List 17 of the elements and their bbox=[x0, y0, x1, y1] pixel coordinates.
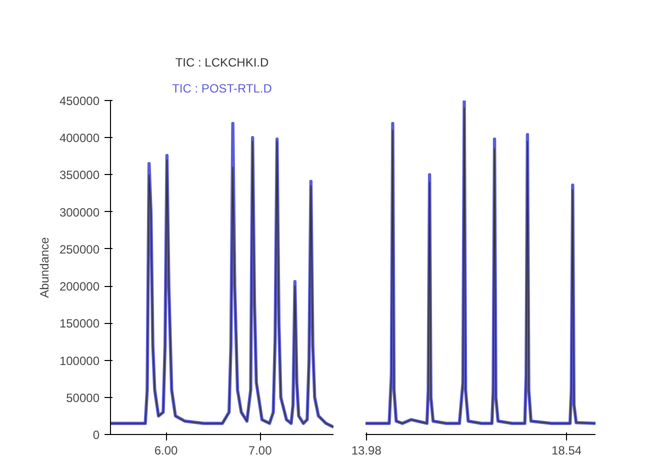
y-tick-label: 0 bbox=[92, 428, 100, 442]
y-tick-label: 150000 bbox=[59, 316, 100, 331]
y-tick-label: 200000 bbox=[59, 280, 100, 294]
text: TIC : LCKCHKI.D bbox=[175, 56, 270, 70]
x-tick-label: 7.00 bbox=[248, 444, 272, 458]
y-tick-label: 250000 bbox=[59, 242, 100, 256]
y-tick-label: 400000 bbox=[59, 131, 100, 146]
x-tick-label: 13.98 bbox=[351, 444, 382, 458]
y-tick-label: 300000 bbox=[59, 205, 100, 220]
text: TIC : POST-RTL.D bbox=[172, 82, 272, 96]
y-axis-title: Abundance bbox=[37, 236, 52, 298]
y-tick-label: 450000 bbox=[59, 94, 100, 108]
x-tick-label: 6.00 bbox=[154, 444, 178, 458]
y-tick-label: 100000 bbox=[59, 354, 100, 368]
y-tick-label: 50000 bbox=[66, 390, 100, 405]
x-tick-label: 18.54 bbox=[552, 444, 582, 458]
y-tick-label: 350000 bbox=[59, 168, 100, 182]
